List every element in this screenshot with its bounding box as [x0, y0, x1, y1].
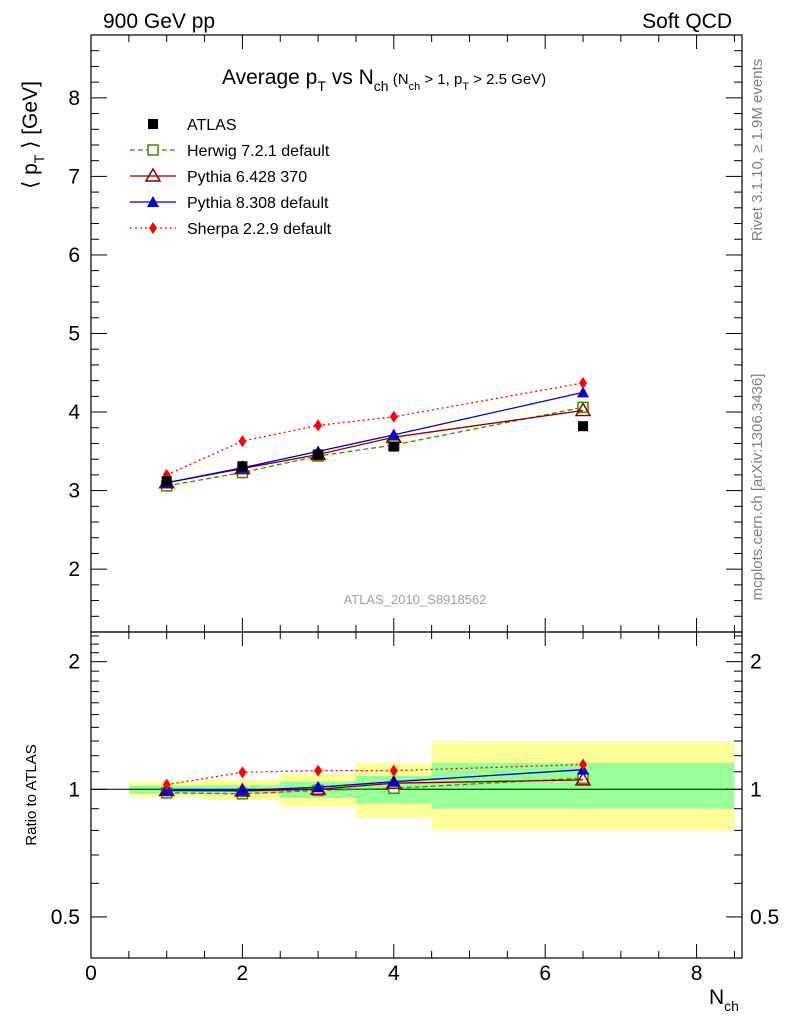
- point-sherpa-2-2-9-default: [238, 435, 247, 448]
- header-right: Soft QCD: [642, 10, 732, 33]
- legend-marker: [147, 196, 159, 207]
- ratio-point-sherpa-2-2-9-default: [389, 764, 398, 777]
- title-main-sub: T: [317, 78, 326, 94]
- point-pythia-6-428-370: [574, 401, 592, 417]
- chart-title: Average pT vs Nch (Nch > 1, pT > 2.5 GeV…: [222, 66, 546, 94]
- y-tick-label-main: 8: [68, 87, 80, 110]
- axis-ticks: 0 2 4 6 8 2 3 4 5 6 7 8 0.5 0.5 1 1 2 2: [51, 34, 779, 985]
- point-atlas: [578, 421, 589, 432]
- rivet-version-text: Rivet 3.1.10, ≥ 1.9M events: [749, 59, 766, 242]
- series-line-pythia-6-428-370: [166, 409, 584, 484]
- ratio-point-pythia-8-308-default: [312, 781, 325, 793]
- ratio-point-sherpa-2-2-9-default: [579, 758, 588, 771]
- title-cut-sub2: T: [462, 81, 469, 93]
- legend-marker: [149, 222, 157, 234]
- y-tick-label-main: 5: [68, 323, 80, 346]
- title-vs-sub: ch: [374, 78, 389, 94]
- point-atlas: [161, 476, 172, 487]
- title-cut: (N: [389, 71, 409, 88]
- x-axis-label: Nch: [709, 986, 739, 1014]
- point-atlas: [313, 449, 324, 460]
- y-tick-label-main: 6: [68, 244, 80, 267]
- point-pythia-8-308-default: [387, 428, 400, 440]
- y-tick-label-ratio-right: 0.5: [750, 906, 779, 929]
- legend-marker: [148, 119, 158, 129]
- title-main: Average p: [222, 66, 317, 89]
- y-tick-label-main: 7: [68, 165, 80, 188]
- ylabel-main-sub: T: [31, 154, 47, 163]
- ratio-point-sherpa-2-2-9-default: [314, 764, 323, 777]
- point-atlas: [237, 461, 248, 472]
- y-axis-label-main: ⟨ pT ⟩ [GeV]: [19, 81, 47, 189]
- y-tick-label-ratio-right: 2: [750, 651, 762, 674]
- y-tick-label-ratio: 0.5: [51, 906, 80, 929]
- analysis-watermark: ATLAS_2010_S8918562: [344, 592, 487, 607]
- ratio-plot-frame: [90, 631, 743, 959]
- title-cut-sub1: ch: [409, 81, 421, 93]
- xlabel: N: [709, 986, 724, 1009]
- point-sherpa-2-2-9-default: [314, 419, 323, 432]
- y-tick-label-main: 3: [68, 480, 80, 503]
- x-tick-label: 4: [388, 962, 400, 985]
- legend-label: Pythia 6.428 370: [187, 169, 307, 186]
- y-tick-label-main: 2: [68, 558, 80, 581]
- point-sherpa-2-2-9-default: [389, 410, 398, 423]
- legend-label: Sherpa 2.2.9 default: [187, 221, 332, 238]
- series-line-pythia-8-308-default: [166, 391, 584, 484]
- ratio-point-sherpa-2-2-9-default: [238, 766, 247, 779]
- point-atlas: [388, 441, 399, 452]
- title-cut-mid: > 1, p: [420, 71, 462, 88]
- legend-label: Herwig 7.2.1 default: [187, 143, 330, 160]
- ratio-line-sherpa-2-2-9-default: [166, 763, 584, 786]
- y-tick-label-ratio: 1: [68, 778, 80, 801]
- legend: ATLAS Herwig 7.2.1 default Pythia 6.428 37…: [130, 117, 332, 238]
- y-axis-label-ratio: Ratio to ATLAS: [23, 744, 40, 845]
- x-tick-label: 8: [691, 962, 703, 985]
- xlabel-sub: ch: [724, 998, 739, 1014]
- ratio-point-pythia-8-308-default: [236, 784, 249, 796]
- series-line-sherpa-2-2-9-default: [166, 382, 584, 476]
- y-tick-label-ratio: 2: [68, 651, 80, 674]
- header-left: 900 GeV pp: [103, 10, 215, 33]
- legend-label: Pythia 8.308 default: [187, 195, 329, 212]
- ratio-point-pythia-8-308-default: [387, 775, 400, 787]
- ylabel-main-end: ⟩ [GeV]: [19, 81, 42, 155]
- title-vs: vs N: [326, 66, 374, 89]
- x-tick-label: 6: [539, 962, 551, 985]
- point-sherpa-2-2-9-default: [579, 376, 588, 389]
- legend-marker: [147, 144, 159, 156]
- series-layer: [158, 376, 592, 800]
- mcplots-source-text: mcplots.cern.ch [arXiv:1306.3436]: [749, 374, 766, 601]
- x-tick-label: 0: [85, 962, 97, 985]
- legend-marker: [144, 167, 162, 182]
- legend-label: ATLAS: [187, 117, 237, 134]
- x-tick-label: 2: [237, 962, 249, 985]
- y-tick-label-main: 4: [68, 401, 80, 424]
- ratio-point-pythia-6-428-370: [574, 771, 592, 786]
- point-pythia-8-308-default: [577, 386, 590, 398]
- ratio-line-herwig-7-2-1-default: [166, 777, 584, 795]
- ylabel-main: ⟨ p: [19, 163, 42, 189]
- title-cut-end: > 2.5 GeV): [469, 71, 546, 88]
- y-tick-label-ratio-right: 1: [750, 778, 762, 801]
- ratio-point-sherpa-2-2-9-default: [162, 778, 171, 791]
